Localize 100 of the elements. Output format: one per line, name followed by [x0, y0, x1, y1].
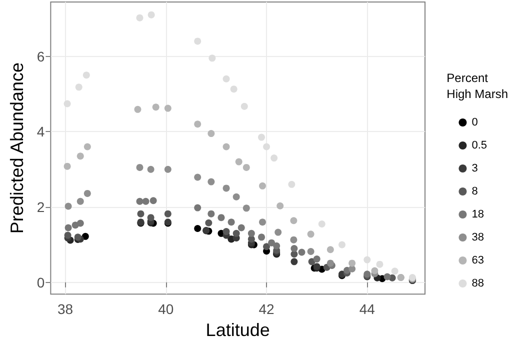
- y-tick-label: 0: [36, 274, 45, 290]
- legend-label: 8: [472, 186, 478, 198]
- point: [64, 232, 72, 239]
- y-tick-label: 6: [36, 48, 45, 64]
- point: [205, 219, 212, 226]
- point: [194, 174, 202, 181]
- point: [82, 232, 89, 240]
- point: [274, 228, 282, 236]
- point: [376, 260, 384, 268]
- point: [164, 104, 172, 112]
- point: [298, 248, 306, 256]
- point: [238, 224, 245, 232]
- point: [76, 220, 84, 227]
- point: [136, 164, 144, 171]
- point: [240, 102, 248, 110]
- point: [270, 154, 278, 162]
- point: [276, 202, 284, 210]
- point: [259, 182, 266, 190]
- point: [326, 246, 334, 254]
- point: [348, 260, 356, 267]
- point: [391, 268, 398, 275]
- point: [148, 11, 155, 18]
- point: [164, 210, 172, 218]
- point: [384, 273, 391, 280]
- point: [64, 202, 72, 210]
- x-tick-label: 42: [258, 301, 275, 318]
- x-axis-title: Latitude: [206, 320, 270, 340]
- point: [222, 228, 230, 236]
- point: [76, 198, 84, 205]
- point: [235, 158, 242, 166]
- point: [152, 104, 160, 111]
- point: [150, 197, 157, 204]
- point: [134, 106, 142, 113]
- legend-label: 63: [472, 254, 484, 266]
- point: [76, 152, 84, 160]
- point: [164, 166, 172, 173]
- point: [290, 217, 298, 224]
- point: [194, 120, 202, 128]
- point: [230, 86, 238, 93]
- point: [75, 84, 82, 91]
- point: [290, 244, 298, 252]
- point: [194, 204, 202, 212]
- point: [222, 184, 230, 192]
- point: [208, 54, 216, 62]
- point: [222, 143, 230, 150]
- point: [290, 236, 298, 244]
- x-tick-label: 44: [359, 301, 376, 318]
- legend-label: 0.5: [472, 140, 488, 152]
- point: [232, 230, 240, 237]
- point: [147, 166, 154, 173]
- point: [136, 14, 144, 22]
- x-tick-label: 40: [158, 301, 174, 318]
- legend-label: 88: [472, 278, 484, 290]
- point: [307, 230, 314, 238]
- point: [208, 178, 215, 186]
- point: [348, 265, 356, 272]
- point: [84, 143, 91, 150]
- point: [222, 75, 230, 82]
- point: [84, 190, 91, 197]
- legend-label: 0: [472, 116, 478, 128]
- point: [258, 134, 265, 141]
- point: [371, 267, 378, 274]
- point: [218, 214, 225, 222]
- legend-label: 3: [472, 162, 478, 174]
- point: [290, 258, 298, 266]
- point: [313, 256, 320, 263]
- legend-label: 18: [472, 208, 484, 220]
- point: [307, 248, 314, 256]
- point: [142, 198, 150, 205]
- point: [136, 198, 144, 205]
- point: [82, 72, 90, 79]
- legend-label: 38: [472, 232, 484, 244]
- point: [194, 38, 202, 45]
- legend-title: Percent High Marsh: [446, 71, 508, 101]
- point: [258, 234, 265, 241]
- point: [242, 204, 250, 212]
- y-axis-title: Predicted Abundance: [7, 62, 27, 234]
- point: [64, 162, 71, 170]
- point: [137, 210, 144, 218]
- y-tick-label: 4: [36, 124, 45, 140]
- point: [318, 220, 326, 228]
- point: [194, 225, 202, 232]
- point: [242, 164, 250, 171]
- x-tick-label: 38: [57, 301, 74, 318]
- point: [208, 210, 215, 218]
- point: [228, 218, 235, 226]
- point: [64, 100, 71, 108]
- y-tick-label: 2: [36, 199, 45, 216]
- point: [259, 218, 266, 226]
- point: [273, 242, 280, 250]
- point: [263, 243, 270, 250]
- point: [338, 241, 346, 248]
- point: [248, 230, 255, 237]
- point: [208, 130, 215, 138]
- point: [232, 193, 240, 200]
- point: [288, 180, 296, 188]
- point: [268, 239, 276, 246]
- point: [64, 224, 72, 232]
- point: [364, 256, 371, 264]
- point: [263, 143, 270, 150]
